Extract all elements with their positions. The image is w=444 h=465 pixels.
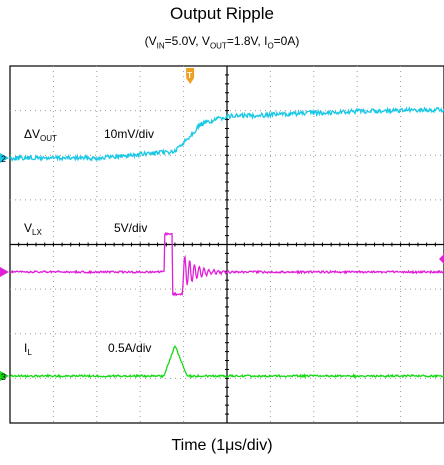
- channel-marker: [0, 267, 9, 277]
- series-label: IL: [24, 341, 32, 357]
- series-scale: 5V/div: [114, 221, 147, 235]
- trace-labels: ΔVOUT 10mV/div VLX 5V/div IL 0.5A/div: [24, 127, 154, 357]
- vout-value: =1.8V,: [226, 34, 265, 48]
- series-label: VLX: [24, 221, 42, 237]
- series-line-ΔVOUT: [9, 106, 444, 162]
- io-sub: O: [267, 41, 274, 51]
- vout-label: V: [201, 34, 210, 48]
- channel-marker: [0, 153, 9, 163]
- x-axis-label: Time (1μs/div): [171, 437, 273, 454]
- vin-value: =5.0V,: [164, 34, 202, 48]
- scope-markers: 2 3 T: [0, 68, 444, 382]
- series-scale: 0.5A/div: [108, 341, 151, 355]
- io-label: I: [264, 34, 268, 48]
- scope-traces: [9, 106, 444, 379]
- trigger-marker-label: T: [187, 71, 192, 80]
- series-scale: 10mV/div: [104, 127, 154, 141]
- series-label: ΔVOUT: [24, 127, 57, 143]
- channel-number: 3: [1, 372, 6, 382]
- vout-sub: OUT: [209, 41, 227, 51]
- scope-grid: [9, 65, 444, 424]
- chart-title: Output Ripple: [170, 4, 274, 23]
- vin-label: V: [148, 34, 157, 48]
- trigger-level-marker: [439, 254, 444, 264]
- trigger-marker-icon: [186, 68, 195, 84]
- chart-subtitle: (VIN=5.0V, VOUT=1.8V, IO=0A): [144, 34, 300, 51]
- vin-sub: IN: [156, 41, 165, 51]
- series-line-IL: [9, 345, 444, 379]
- io-value: =0A: [273, 34, 296, 48]
- series-line-VLX: [9, 231, 444, 297]
- channel-marker: [0, 371, 9, 381]
- channel-number: 2: [1, 154, 6, 164]
